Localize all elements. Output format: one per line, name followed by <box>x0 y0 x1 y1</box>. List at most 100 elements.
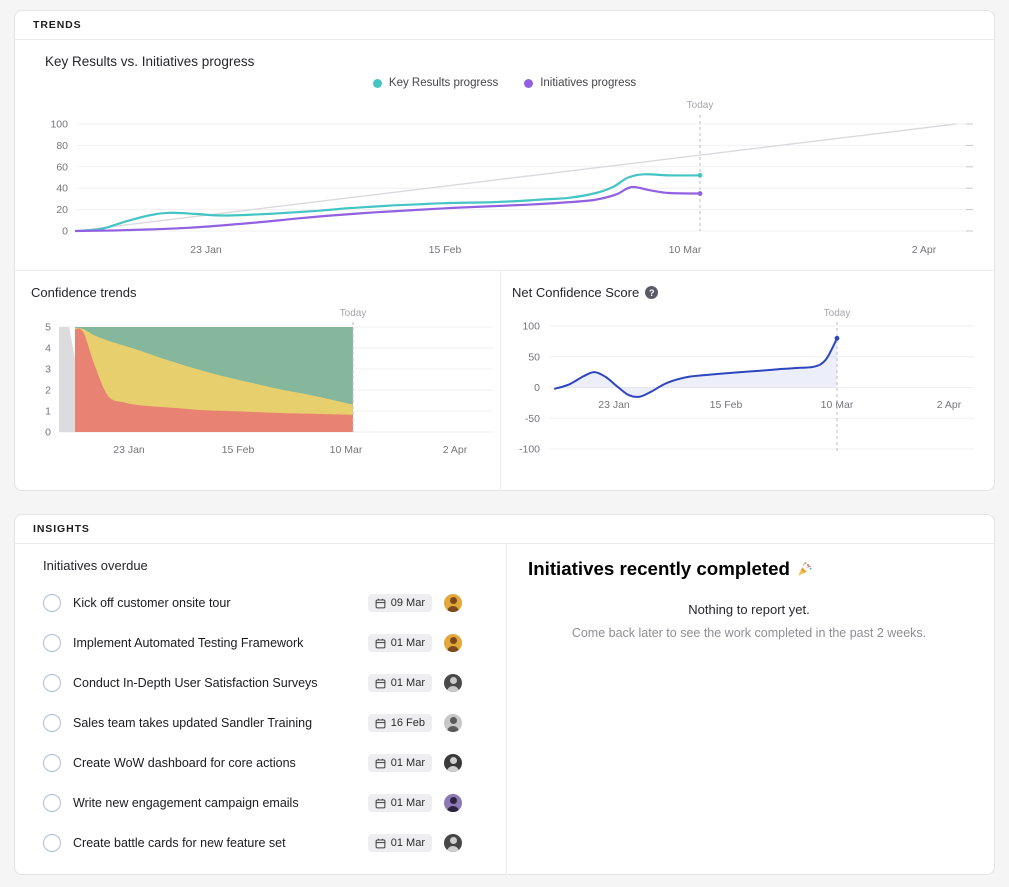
legend-label: Initiatives progress <box>540 77 637 89</box>
overdue-item[interactable]: Sales team takes updated Sandler Trainin… <box>43 703 462 743</box>
svg-text:2 Apr: 2 Apr <box>937 399 962 411</box>
main-chart-title: Key Results vs. Initiatives progress <box>45 54 255 69</box>
due-date: 01 Mar <box>390 677 425 689</box>
due-date: 16 Feb <box>390 717 425 729</box>
svg-text:-50: -50 <box>525 413 540 425</box>
overdue-item[interactable]: Conduct In-Depth User Satisfaction Surve… <box>43 663 462 703</box>
due-date: 01 Mar <box>390 637 425 649</box>
svg-text:2 Apr: 2 Apr <box>443 444 468 456</box>
svg-text:Today: Today <box>824 308 851 319</box>
svg-text:23 Jan: 23 Jan <box>190 244 222 256</box>
due-date-badge: 16 Feb <box>367 714 432 732</box>
overdue-item[interactable]: Create WoW dashboard for core actions 01 … <box>43 743 462 783</box>
overdue-item[interactable]: Implement Automated Testing Framework 01 … <box>43 623 462 663</box>
help-icon[interactable]: ? <box>645 286 659 299</box>
calendar-icon <box>375 718 386 728</box>
series-key-results-progress <box>74 173 702 233</box>
svg-text:15 Feb: 15 Feb <box>429 244 462 256</box>
initiative-title: Create WoW dashboard for core actions <box>73 756 296 770</box>
svg-text:40: 40 <box>56 183 68 195</box>
initiative-title: Sales team takes updated Sandler Trainin… <box>73 716 313 730</box>
completed-title-text: Initiatives recently completed <box>528 558 790 579</box>
initiative-title: Implement Automated Testing Framework <box>73 636 304 650</box>
initiative-checkbox[interactable] <box>43 754 61 772</box>
legend-label: Key Results progress <box>388 77 499 89</box>
empty-state-subtitle: Come back later to see the work complete… <box>571 626 927 640</box>
initiatives-overdue-panel: Initiatives overdue Kick off customer on… <box>15 544 507 875</box>
net-confidence-title: Net Confidence Score ? <box>512 285 994 300</box>
svg-text:0: 0 <box>534 382 540 394</box>
overdue-list: Kick off customer onsite tour 09 Mar Imple… <box>43 583 462 863</box>
net-confidence-block: Net Confidence Score ? -100 -50 0 50 100 23 J… <box>501 271 994 489</box>
net-confidence-title-text: Net Confidence Score <box>512 285 640 300</box>
party-popper-icon <box>798 561 812 576</box>
confidence-trends-chart: 0 1 2 3 4 5 23 Jan 15 Feb 10 Mar 2 Apr Today <box>45 308 493 456</box>
assignee-avatar <box>444 834 462 852</box>
svg-text:80: 80 <box>56 140 68 152</box>
calendar-icon <box>375 838 386 848</box>
svg-text:0: 0 <box>45 427 51 439</box>
initiative-checkbox[interactable] <box>43 794 61 812</box>
due-date: 09 Mar <box>390 597 425 609</box>
area-low-confidence <box>75 328 353 432</box>
svg-text:1: 1 <box>45 406 51 418</box>
confidence-trends-block: Confidence trends 0 1 2 3 4 5 23 Jan 15 Feb 10 M… <box>15 271 501 489</box>
svg-text:Today: Today <box>687 100 714 111</box>
assignee-avatar <box>444 674 462 692</box>
overdue-title: Initiatives overdue <box>43 558 148 573</box>
svg-text:2: 2 <box>45 385 51 397</box>
svg-text:-100: -100 <box>519 444 540 456</box>
assignee-avatar <box>444 594 462 612</box>
initiative-title: Kick off customer onsite tour <box>73 596 231 610</box>
svg-text:60: 60 <box>56 161 68 173</box>
initiatives-completed-panel: Initiatives recently completed Nothing t… <box>507 544 994 875</box>
initiative-checkbox[interactable] <box>43 594 61 612</box>
svg-text:15 Feb: 15 Feb <box>710 399 743 411</box>
overdue-item[interactable]: Create battle cards for new feature set 0… <box>43 823 462 863</box>
empty-state: Nothing to report yet. Come back later t… <box>528 602 970 640</box>
calendar-icon <box>375 638 386 648</box>
key-results-vs-initiatives-chart: 0 20 40 60 80 100 23 Jan 15 Feb 10 Mar 2 Apr Today <box>50 100 973 256</box>
confidence-trends-title: Confidence trends <box>31 285 137 300</box>
initiative-checkbox[interactable] <box>43 674 61 692</box>
due-date-badge: 01 Mar <box>367 754 432 772</box>
calendar-icon <box>375 798 386 808</box>
overdue-item[interactable]: Kick off customer onsite tour 09 Mar <box>43 583 462 623</box>
legend-dot <box>372 78 382 88</box>
due-date-badge: 01 Mar <box>367 634 432 652</box>
svg-text:100: 100 <box>522 321 540 333</box>
series-initiatives-progress <box>74 185 702 233</box>
due-date: 01 Mar <box>390 797 425 809</box>
svg-text:23 Jan: 23 Jan <box>113 444 145 456</box>
insights-card-header: INSIGHTS <box>15 515 994 544</box>
due-date-badge: 09 Mar <box>367 594 432 612</box>
initiative-checkbox[interactable] <box>43 634 61 652</box>
svg-text:Today: Today <box>340 308 367 319</box>
initiative-checkbox[interactable] <box>43 834 61 852</box>
svg-text:15 Feb: 15 Feb <box>222 444 255 456</box>
svg-text:23 Jan: 23 Jan <box>598 399 630 411</box>
due-date: 01 Mar <box>390 757 425 769</box>
completed-title: Initiatives recently completed <box>528 558 970 580</box>
svg-text:0: 0 <box>62 226 68 238</box>
trends-card-header: TRENDS <box>15 11 994 40</box>
overdue-item[interactable]: Write new engagement campaign emails 01 M… <box>43 783 462 823</box>
trends-card: TRENDS Key Results vs. Initiatives progr… <box>14 10 995 491</box>
svg-text:10 Mar: 10 Mar <box>821 399 854 411</box>
initiative-checkbox[interactable] <box>43 714 61 732</box>
main-chart-legend: Key Results progress Initiatives progress <box>31 75 978 91</box>
net-confidence-chart: -100 -50 0 50 100 23 Jan 15 Feb 10 Mar 2 Apr Toda… <box>519 308 974 456</box>
initiative-title: Conduct In-Depth User Satisfaction Surve… <box>73 676 318 690</box>
trends-sub-row: Confidence trends 0 1 2 3 4 5 23 Jan 15 Feb 10 M… <box>15 270 994 489</box>
assignee-avatar <box>444 714 462 732</box>
due-date: 01 Mar <box>390 837 425 849</box>
legend-item-initiatives-progress[interactable]: Initiatives progress <box>524 77 636 89</box>
legend-item-key-results-progress[interactable]: Key Results progress <box>372 77 499 89</box>
assignee-avatar <box>444 794 462 812</box>
series-net-confidence-score <box>554 337 838 398</box>
svg-text:10 Mar: 10 Mar <box>669 244 702 256</box>
reference-line <box>75 123 957 232</box>
due-date-badge: 01 Mar <box>367 794 432 812</box>
initiative-title: Create battle cards for new feature set <box>73 836 286 850</box>
